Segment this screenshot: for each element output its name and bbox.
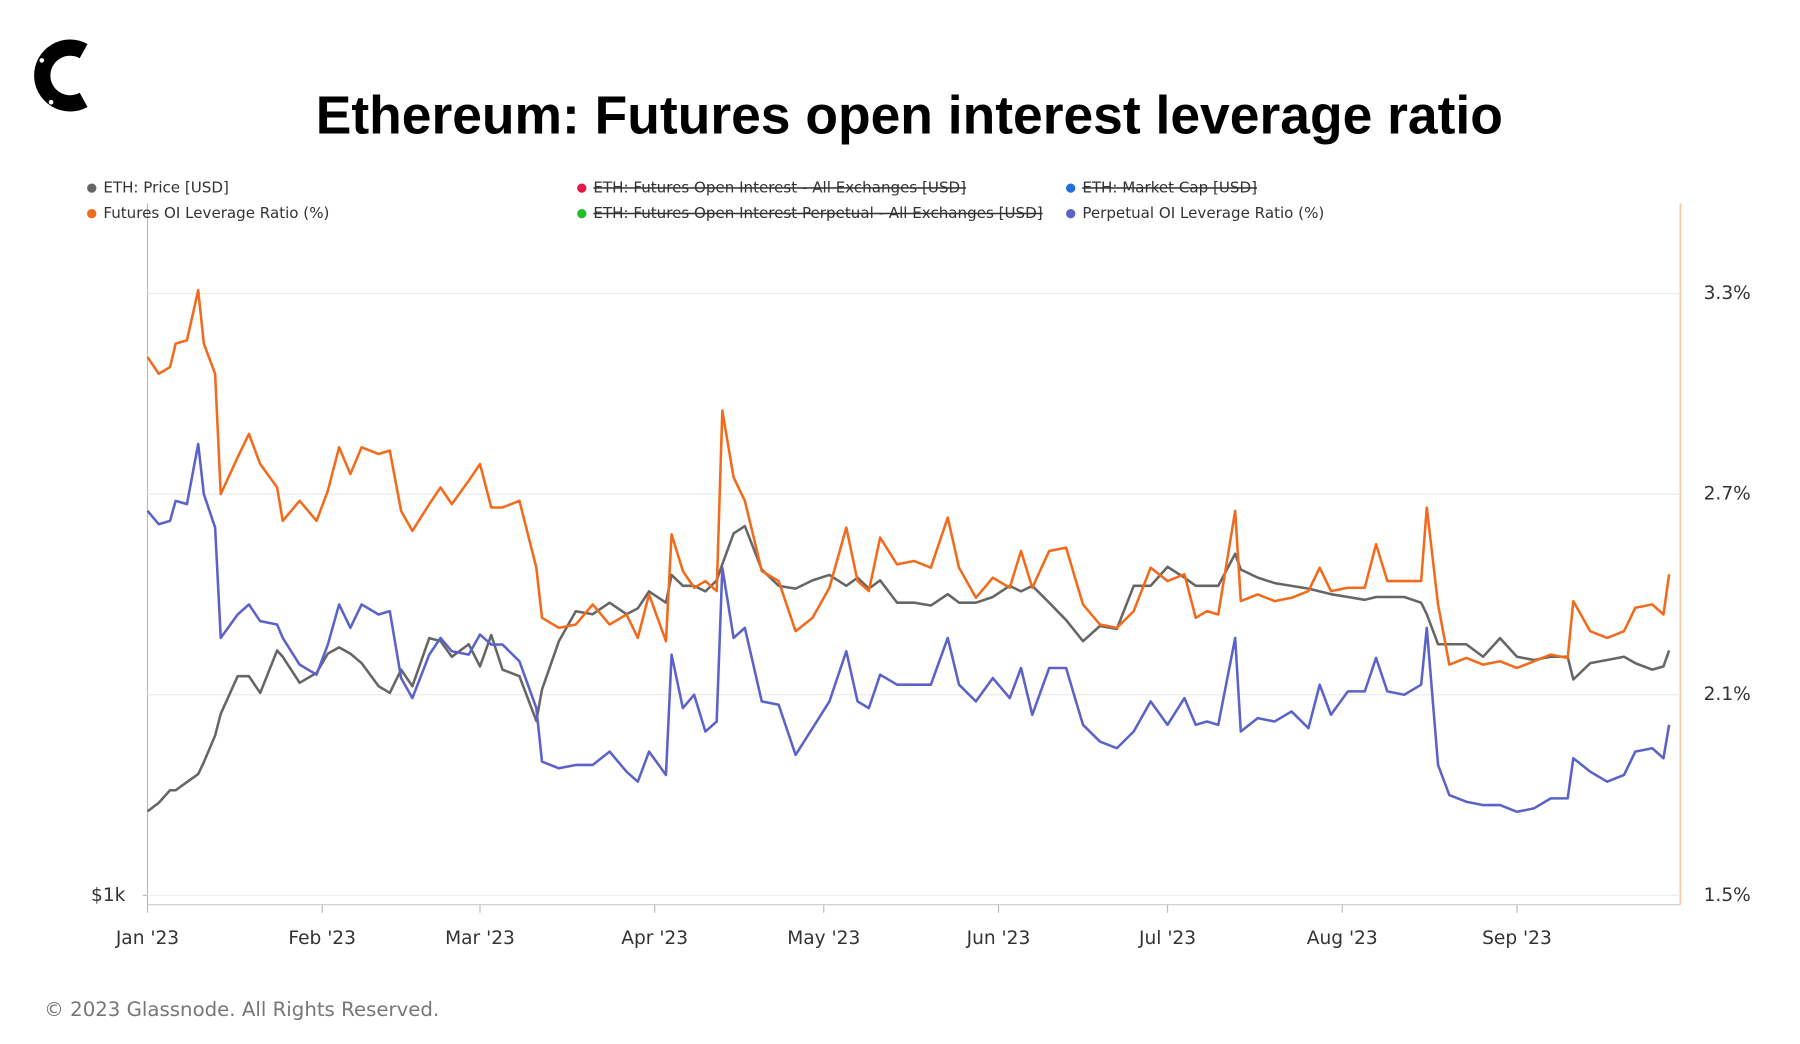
legend-marker bbox=[1066, 209, 1076, 219]
y2-tick-label: 2.7% bbox=[1704, 484, 1751, 505]
legend-marker bbox=[1066, 183, 1076, 193]
series-line bbox=[146, 288, 1671, 670]
y-tick-label: $1k bbox=[91, 885, 126, 906]
legend-marker bbox=[87, 183, 97, 193]
chart-title: Ethereum: Futures open interest leverage… bbox=[316, 87, 1503, 146]
legend-label: ETH: Price [USD] bbox=[103, 179, 229, 197]
logo bbox=[34, 39, 88, 112]
x-tick-label: Jul '23 bbox=[1138, 928, 1196, 949]
legend-label: ETH: Market Cap [USD] bbox=[1082, 179, 1257, 197]
legend-label: Futures OI Leverage Ratio (%) bbox=[103, 204, 329, 222]
legend-label: ETH: Futures Open Interest - All Exchang… bbox=[593, 179, 966, 197]
y2-tick-label: 1.5% bbox=[1704, 885, 1751, 906]
x-tick-label: Jan '23 bbox=[115, 928, 179, 949]
x-tick-label: May '23 bbox=[787, 928, 860, 949]
legend-marker bbox=[87, 209, 97, 219]
legend-label: ETH: Futures Open Interest Perpetual - A… bbox=[593, 204, 1042, 222]
x-tick-label: Sep '23 bbox=[1482, 928, 1552, 949]
x-tick-label: Aug '23 bbox=[1307, 928, 1378, 949]
x-tick-label: Mar '23 bbox=[445, 928, 515, 949]
y2-tick-label: 2.1% bbox=[1704, 684, 1751, 705]
logo-mark bbox=[34, 39, 88, 112]
legend-label: Perpetual OI Leverage Ratio (%) bbox=[1082, 204, 1324, 222]
x-tick-label: Feb '23 bbox=[288, 928, 356, 949]
logo-dot bbox=[48, 99, 54, 105]
x-tick-label: Apr '23 bbox=[621, 928, 688, 949]
series-line bbox=[146, 524, 1671, 813]
legend-marker bbox=[577, 209, 587, 219]
copyright: © 2023 Glassnode. All Rights Reserved. bbox=[44, 998, 439, 1021]
x-tick-label: Jun '23 bbox=[966, 928, 1031, 949]
logo-dot bbox=[39, 58, 45, 63]
legend-marker bbox=[577, 183, 587, 193]
series-line bbox=[146, 442, 1671, 814]
y2-tick-label: 3.3% bbox=[1704, 283, 1751, 304]
